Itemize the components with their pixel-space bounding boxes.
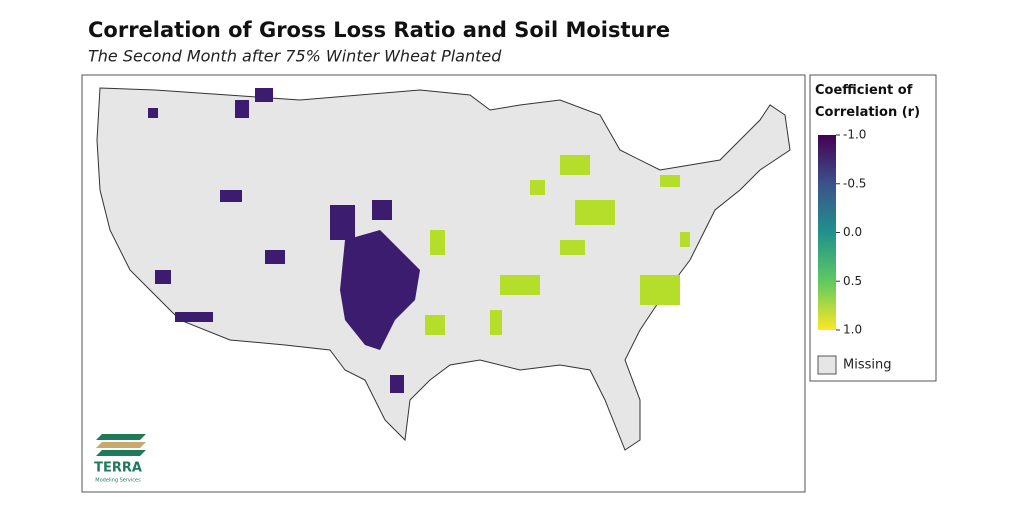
region <box>340 230 420 350</box>
region <box>660 175 680 187</box>
colorbar-tick-label: -0.5 <box>843 176 866 190</box>
region <box>235 100 249 118</box>
missing-label: Missing <box>843 358 891 373</box>
us-map <box>96 87 791 451</box>
region <box>330 205 355 240</box>
positive-regions <box>425 155 690 335</box>
region <box>390 375 404 393</box>
region <box>560 240 585 255</box>
negative-regions <box>148 88 420 393</box>
region <box>680 232 690 247</box>
colorbar-tick-label: 0.5 <box>843 274 862 288</box>
logo-tagline: Modeling Services <box>95 478 141 484</box>
logo-name: TERRA <box>94 461 142 476</box>
legend-title-box: Coefficient of Correlation (r) <box>815 83 921 120</box>
region <box>148 108 158 118</box>
colorbar-tick-label: 1.0 <box>843 323 862 337</box>
region <box>220 190 242 202</box>
logo: TERRA Modeling Services <box>94 434 146 484</box>
region <box>530 180 545 195</box>
legend-title: Coefficient of Correlation (r) <box>815 83 921 120</box>
region <box>500 275 540 295</box>
region <box>575 200 615 225</box>
region <box>265 250 285 264</box>
region <box>175 312 213 322</box>
region <box>255 88 273 102</box>
region <box>425 315 445 335</box>
colorbar-ticks: -1.0 -0.5 0.0 0.5 1.0 <box>836 128 866 337</box>
region <box>372 200 392 220</box>
subtitle: The Second Month after 75% Winter Wheat … <box>88 47 502 66</box>
region <box>640 275 680 305</box>
region <box>560 155 590 175</box>
missing-swatch <box>817 355 837 375</box>
title: Correlation of Gross Loss Ratio and Soil… <box>88 18 670 42</box>
region <box>430 230 445 255</box>
colorbar-tick-label: 0.0 <box>843 225 862 239</box>
region <box>155 270 171 284</box>
colorbar-tick-label: -1.0 <box>843 128 866 142</box>
region <box>490 310 502 335</box>
colorbar <box>818 135 836 330</box>
